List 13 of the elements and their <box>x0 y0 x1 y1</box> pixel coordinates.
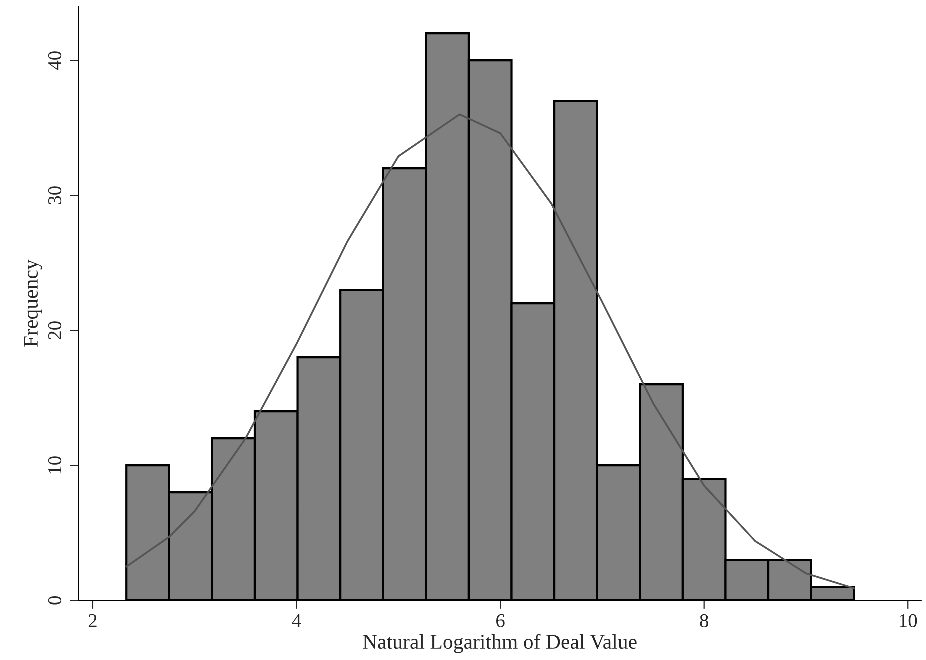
y-tick-label: 0 <box>48 596 62 605</box>
line-series <box>126 114 856 590</box>
y-tick-label: 20 <box>48 322 62 340</box>
y-axis-title: Frequency <box>24 260 42 347</box>
x-axis-title: Natural Logarithm of Deal Value <box>363 634 637 654</box>
x-tick-label: 4 <box>292 614 302 628</box>
x-tick-label: 8 <box>700 614 708 628</box>
y-tick-label: 30 <box>48 186 62 204</box>
y-tick-label: 10 <box>48 456 62 474</box>
x-tick-label: 2 <box>88 614 97 628</box>
x-tick-label: 6 <box>496 614 505 628</box>
y-tick-label: 40 <box>48 52 62 70</box>
x-tick-label: 10 <box>900 614 918 628</box>
